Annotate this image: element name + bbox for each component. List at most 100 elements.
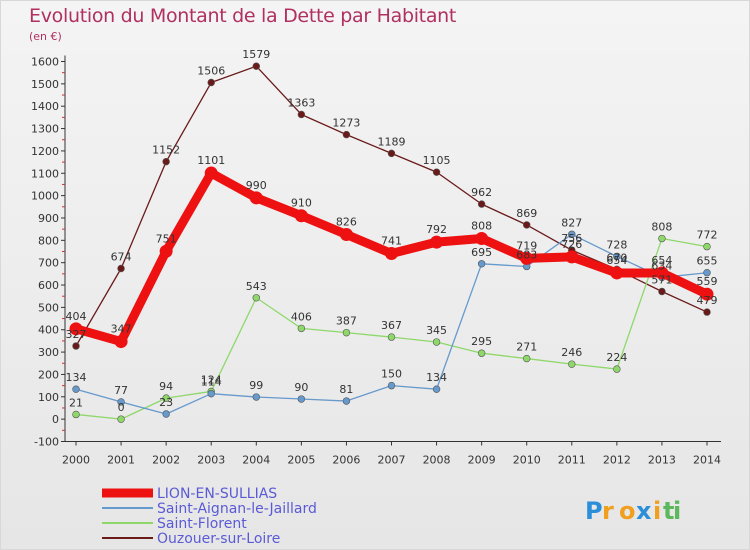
data-point [613,252,621,261]
data-label: 719 [516,239,537,252]
data-label: 751 [156,232,177,245]
data-label: 808 [471,220,492,233]
data-point [69,322,83,336]
data-label: 1105 [423,154,451,167]
logo-letter: P [585,497,603,525]
data-point [387,333,396,341]
data-point [159,244,173,258]
data-point [700,287,714,301]
x-tick-label: 2013 [648,454,676,467]
y-tick-label: 0 [52,413,59,426]
data-point [523,354,531,363]
y-tick-label: 1400 [31,100,59,113]
data-label: 387 [336,315,357,328]
data-label: 571 [651,274,672,287]
data-label: 741 [381,235,402,248]
data-point [565,250,579,264]
y-tick-label: 100 [38,391,59,404]
series-lion-en-sullias [69,166,714,349]
logo-letter: r [602,497,614,525]
data-label: 634 [651,259,672,272]
legend-label: Saint-Aignan-le-Jaillard [157,501,317,517]
data-point [72,385,80,393]
data-label: 0 [118,401,125,414]
x-tick-label: 2004 [242,454,270,467]
data-point [387,149,396,158]
logo-letter: o [619,497,636,525]
data-point [703,269,711,277]
data-point [568,230,576,238]
data-point [297,324,306,333]
data-point [342,397,351,405]
data-point [430,235,444,249]
data-point [162,394,170,402]
data-point [72,410,80,419]
data-label: 150 [381,368,402,381]
data-label: 90 [294,381,308,394]
data-point [520,251,534,265]
x-tick-label: 2005 [287,454,315,467]
data-point [297,395,306,403]
data-label: 1152 [152,144,180,157]
data-point [477,200,486,208]
data-point [475,232,489,246]
data-label: 695 [471,246,492,259]
data-label: 792 [426,223,447,236]
data-label: 1189 [378,135,406,148]
data-label: 134 [426,371,447,384]
data-label: 345 [426,324,447,337]
data-label: 224 [606,351,627,364]
data-point [117,398,125,406]
series-ouzouer-sur-loire [72,62,711,350]
data-label: 94 [159,380,173,393]
data-label: 77 [114,384,128,397]
data-label: 654 [606,254,627,267]
data-label: 23 [159,396,173,409]
series-line [75,65,708,347]
legend-item: LION-EN-SULLIAS [102,486,277,502]
data-point [252,393,260,401]
x-tick-label: 2001 [107,454,135,467]
data-label: 134 [66,371,87,384]
data-point [568,360,576,368]
data-label: 726 [561,238,582,251]
data-point [385,247,398,261]
logo-letter: i [673,497,681,525]
data-label: 1363 [287,96,315,109]
data-label: 670 [606,251,627,264]
x-tick-label: 2014 [693,454,721,467]
logo-letter: i [653,497,661,525]
x-tick-label: 2012 [603,454,631,467]
x-tick-label: 2003 [197,454,225,467]
data-point [477,349,486,357]
data-point [613,365,621,373]
data-label: 327 [66,328,87,341]
data-label: 246 [561,346,582,359]
data-label: 674 [111,250,132,263]
y-tick-label: 600 [38,279,59,292]
x-tick-label: 2006 [332,454,360,467]
data-point [252,62,260,70]
data-point [162,157,170,166]
data-point [294,209,308,223]
legend-label: Saint-Florent [157,516,247,532]
data-label: 99 [249,379,263,392]
legend-item: Saint-Aignan-le-Jaillard [102,501,317,517]
y-tick-label: 200 [38,368,59,381]
data-point [703,308,711,316]
data-label: 655 [697,255,718,268]
data-point [342,328,351,337]
data-point [610,266,624,280]
logo-letter: t [663,497,674,525]
y-tick-label: 700 [38,257,59,270]
data-label: 728 [606,238,627,251]
y-tick-label: 300 [38,346,59,359]
x-tick-label: 2002 [152,454,180,467]
data-label: 1273 [332,117,360,130]
y-tick-label: 500 [38,301,59,314]
y-tick-label: 1300 [31,123,59,136]
legend-item: Saint-Florent [102,516,247,532]
data-label: 772 [697,229,718,242]
